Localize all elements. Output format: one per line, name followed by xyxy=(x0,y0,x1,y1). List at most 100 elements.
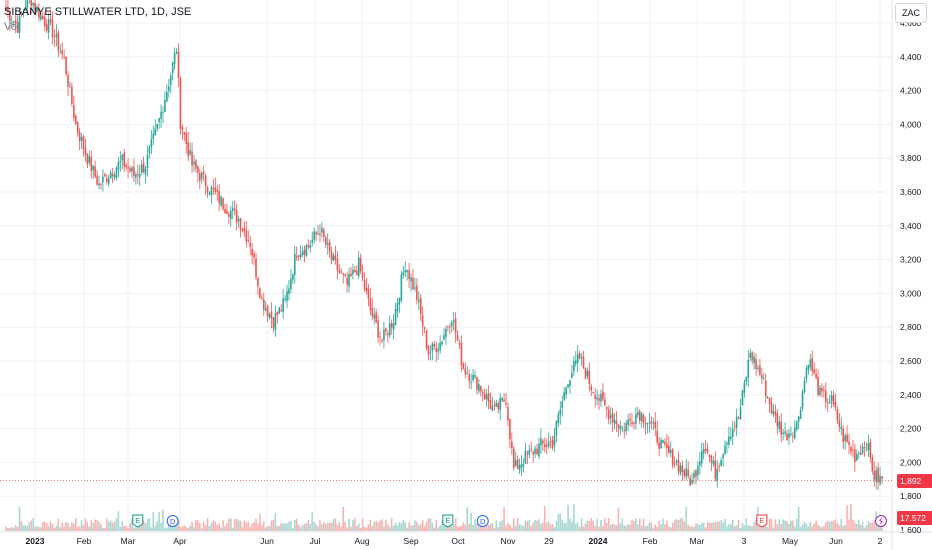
candle-body xyxy=(549,441,552,442)
volume-bar xyxy=(478,525,480,531)
volume-bar xyxy=(206,518,209,531)
volume-bar xyxy=(644,526,647,531)
chart-legend: SIBANYE STILLWATER LTD, 1D, JSE Vol xyxy=(4,6,191,33)
candle-body xyxy=(317,233,319,235)
candle-body xyxy=(863,447,866,449)
volume-bar xyxy=(604,518,606,531)
candle-body xyxy=(363,279,366,290)
volume-bar xyxy=(828,521,831,531)
candle-body xyxy=(840,426,843,430)
candle-body xyxy=(142,162,145,173)
candle-body xyxy=(350,273,352,277)
volume-bar xyxy=(456,526,459,531)
volume-bar xyxy=(598,526,600,531)
volume-bar xyxy=(807,526,810,531)
candle-body xyxy=(245,230,248,242)
candle-body xyxy=(98,183,100,186)
volume-bar xyxy=(724,518,726,531)
volume-bar xyxy=(697,523,699,531)
volume-bar xyxy=(20,521,23,531)
candle-body xyxy=(478,384,480,392)
volume-bar xyxy=(522,525,525,531)
candle-body xyxy=(80,137,83,141)
volume-bar xyxy=(86,522,89,531)
candle-body xyxy=(660,440,662,448)
candle-body xyxy=(687,469,689,477)
volume-bar xyxy=(421,519,424,531)
volume-bar xyxy=(111,522,114,531)
volume-bar xyxy=(59,526,62,531)
candle-body xyxy=(346,277,348,285)
volume-bar xyxy=(662,518,664,531)
volume-bar xyxy=(264,527,267,531)
candle-body xyxy=(90,157,93,172)
volume-bar xyxy=(251,523,253,531)
volume-bar xyxy=(821,527,823,531)
candle-body xyxy=(129,168,131,172)
candle-body xyxy=(355,270,358,275)
candle-body xyxy=(697,466,699,475)
volume-bar xyxy=(414,520,416,531)
volume-bar xyxy=(266,526,269,531)
candle-body xyxy=(305,245,308,256)
currency-button[interactable]: ZAC xyxy=(895,3,927,23)
volume-bar xyxy=(815,520,817,531)
volume-bar xyxy=(786,521,788,531)
candle-body xyxy=(509,419,511,440)
candle-body xyxy=(842,428,845,443)
candle-body xyxy=(78,131,81,141)
volume-bar xyxy=(61,522,64,531)
candle-body xyxy=(817,376,819,395)
candle-body xyxy=(418,299,420,302)
volume-bar xyxy=(65,521,67,531)
candle-body xyxy=(42,16,44,19)
volume-bar xyxy=(204,525,207,531)
candle-body xyxy=(385,328,387,331)
volume-bar xyxy=(313,521,315,531)
candle-body xyxy=(468,374,470,382)
volume-bar xyxy=(549,524,552,531)
volume-bar xyxy=(74,518,77,531)
candle-body xyxy=(799,409,802,419)
candle-body xyxy=(111,173,114,177)
volume-bar xyxy=(140,525,143,531)
volume-bar xyxy=(104,527,106,531)
candle-body xyxy=(629,418,631,421)
y-tick-label: 4,000 xyxy=(900,119,922,129)
volume-bar xyxy=(127,527,129,531)
x-tick-label: Jul xyxy=(310,536,321,546)
candle-body xyxy=(553,435,556,446)
volume-bar xyxy=(179,526,182,531)
volume-bar xyxy=(14,524,17,531)
candle-body xyxy=(121,154,124,161)
y-tick-label: 3,600 xyxy=(900,187,922,197)
candle-body xyxy=(299,254,302,257)
flash-marker-icon xyxy=(875,515,887,527)
volume-bar xyxy=(689,526,691,531)
candle-body xyxy=(784,431,786,434)
candle-body xyxy=(175,51,178,54)
volume-bar xyxy=(768,518,771,531)
candle-body xyxy=(505,402,507,405)
candle-body xyxy=(396,302,399,312)
candle-body xyxy=(262,299,265,310)
volume-bar xyxy=(547,521,550,531)
candle-body xyxy=(342,273,345,275)
volume-bar xyxy=(580,518,583,531)
candle-body xyxy=(650,421,653,424)
volume-bar xyxy=(594,525,596,531)
candle-body xyxy=(543,444,546,447)
x-tick-label: Aug xyxy=(354,536,369,546)
volume-bar xyxy=(518,524,521,531)
volume-bar xyxy=(148,518,151,531)
volume-bar xyxy=(53,527,56,531)
volume-bar xyxy=(135,526,137,531)
volume-bar xyxy=(235,518,238,531)
candle-body xyxy=(125,164,127,168)
volume-bar xyxy=(69,526,71,531)
candle-body xyxy=(160,111,162,119)
volume-bar xyxy=(493,527,496,531)
volume-bar xyxy=(852,519,854,531)
volume-bar xyxy=(542,522,544,531)
